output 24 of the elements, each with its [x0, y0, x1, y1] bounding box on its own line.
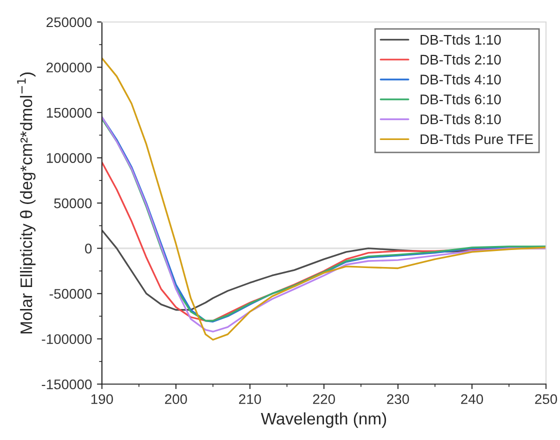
y-tick-label: 50000 [54, 198, 92, 208]
legend-label: DB-Ttds 1:10 [420, 34, 501, 45]
legend-label: DB-Ttds 6:10 [420, 94, 501, 104]
y-tick-label: -100000 [42, 334, 92, 344]
y-tick-label: 150000 [46, 108, 92, 118]
legend-label: DB-Ttds 8:10 [420, 114, 501, 124]
legend-label: DB-Ttds 2:10 [420, 54, 501, 65]
x-tick-label: 210 [239, 394, 261, 404]
legend-label: DB-Ttds Pure TFE [420, 134, 533, 144]
y-tick-label: 200000 [46, 62, 92, 72]
y-tick-label: 0 [85, 244, 92, 254]
x-tick-label: 220 [313, 394, 336, 404]
y-axis-title: Molar Ellipticity θ (deg*cm²*dmol$^{−1}$) [17, 72, 36, 334]
legend-label: DB-Ttds 4:10 [420, 74, 501, 84]
x-axis-title: Wavelength (nm) [260, 412, 386, 428]
x-tick-label: 250 [535, 394, 558, 404]
y-tick-label: 250000 [46, 17, 92, 28]
x-tick-label: 230 [387, 394, 410, 404]
y-tick-label: -150000 [42, 379, 92, 390]
y-tick-label: 100000 [46, 153, 92, 163]
x-tick-label: 240 [461, 394, 484, 404]
x-tick-label: 190 [91, 394, 113, 404]
y-tick-label: -50000 [50, 288, 92, 299]
x-tick-label: 200 [165, 394, 187, 404]
